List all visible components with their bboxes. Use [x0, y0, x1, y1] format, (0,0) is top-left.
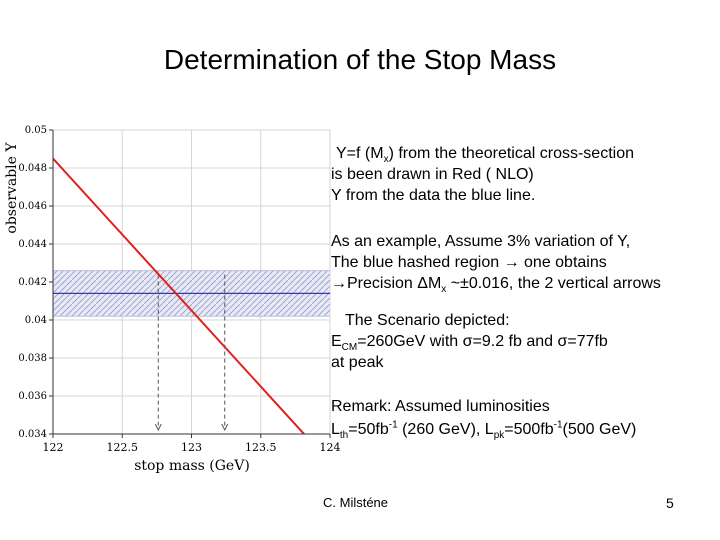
- precision-arrow-head: [221, 423, 229, 432]
- text-line: at peak: [331, 354, 384, 371]
- text-line: Y=f (Mx) from the theoretical cross-sect…: [336, 145, 634, 166]
- text-line: As an example, Assume 3% variation of Y,: [331, 233, 631, 250]
- text-line: The Scenario depicted:: [345, 312, 510, 329]
- y-tick-label: 0.034: [18, 429, 47, 440]
- y-tick-label: 0.04: [25, 315, 47, 326]
- y-tick-label: 0.036: [18, 391, 47, 402]
- x-tick-label: 122.5: [107, 441, 139, 454]
- precision-arrow-head: [154, 423, 162, 432]
- page-number: 5: [666, 495, 674, 511]
- text-line: ECM=260GeV with σ=9.2 fb and σ=77fb: [331, 333, 608, 354]
- text-line: Lth=50fb-1 (260 GeV), Lpk=500fb-1(500 Ge…: [331, 419, 637, 442]
- x-tick-label: 123: [181, 441, 202, 454]
- y-tick-label: 0.046: [18, 201, 47, 212]
- x-tick-label: 123.5: [245, 441, 277, 454]
- series-layer: [53, 157, 330, 434]
- y-tick-label: 0.042: [18, 277, 47, 288]
- slide-title: Determination of the Stop Mass: [163, 44, 557, 75]
- footer-author: C. Milsténe: [323, 495, 389, 510]
- x-tick-label: 122: [43, 441, 64, 454]
- text-line: The blue hashed region → one obtains: [331, 254, 607, 271]
- y-tick-label: 0.05: [25, 125, 47, 136]
- axes: 0.034 0.036 0.038 0.04 0.042 0.044 0.046 0.048 0…: [18, 125, 340, 454]
- y-tick-label: 0.048: [18, 163, 47, 174]
- x-axis-label: stop mass (GeV): [134, 458, 250, 474]
- text-line: →Precision ΔMx ~±0.016, the 2 vertical a…: [331, 275, 661, 296]
- x-tick-label: 124: [320, 441, 341, 454]
- text-line: Y from the data the blue line.: [331, 187, 536, 204]
- y-tick-label: 0.044: [18, 239, 47, 250]
- text-line: Remark: Assumed luminosities: [331, 398, 550, 415]
- stop-mass-chart: 0.034 0.036 0.038 0.04 0.042 0.044 0.046 0.048 0…: [4, 125, 340, 474]
- y-axis-label: observable Y: [4, 142, 20, 234]
- text-line: is been drawn in Red ( NLO): [331, 166, 534, 183]
- y-tick-label: 0.038: [18, 353, 47, 364]
- theory-line: [53, 157, 306, 434]
